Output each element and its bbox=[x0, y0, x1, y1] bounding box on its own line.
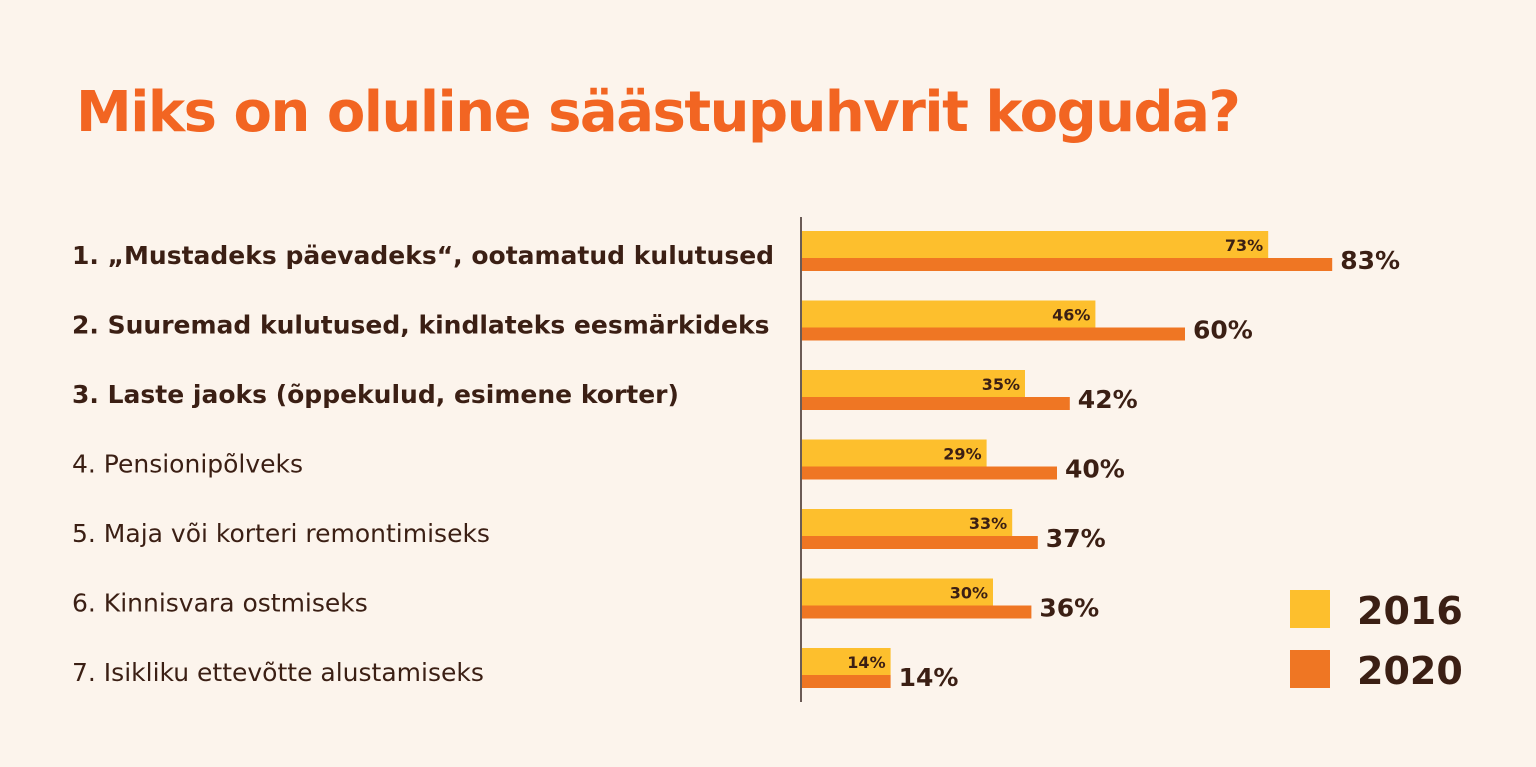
bar-2020 bbox=[801, 675, 891, 688]
bar-2020 bbox=[801, 397, 1070, 410]
bar-2020 bbox=[801, 327, 1185, 341]
value-label-2016: 14% bbox=[847, 653, 885, 672]
category-label: 5. Maja või korteri remontimiseks bbox=[72, 519, 490, 548]
value-label-2020: 14% bbox=[899, 663, 959, 692]
bar-2020 bbox=[801, 536, 1038, 549]
value-label-2020: 37% bbox=[1046, 524, 1106, 553]
legend-label-2020: 2020 bbox=[1357, 649, 1463, 693]
bar-2016 bbox=[801, 648, 891, 675]
bar-2016 bbox=[801, 231, 1269, 258]
value-label-2020: 60% bbox=[1193, 316, 1253, 345]
bar-2016 bbox=[801, 300, 1096, 328]
bar-2016 bbox=[801, 370, 1025, 397]
value-label-2020: 42% bbox=[1078, 385, 1138, 414]
value-label-2016: 33% bbox=[969, 514, 1007, 533]
chart-title: Miks on oluline säästupuhvrit koguda? bbox=[76, 80, 1241, 145]
bar-2016 bbox=[801, 509, 1013, 536]
value-label-2016: 73% bbox=[1225, 236, 1263, 255]
category-label: 7. Isikliku ettevõtte alustamiseks bbox=[72, 658, 484, 687]
value-label-2016: 35% bbox=[982, 375, 1020, 394]
value-label-2016: 30% bbox=[950, 584, 988, 603]
category-label: 2. Suuremad kulutused, kindlateks eesmär… bbox=[72, 311, 770, 340]
value-label-2016: 29% bbox=[943, 445, 981, 464]
value-label-2020: 36% bbox=[1039, 594, 1099, 623]
legend-swatch-2020 bbox=[1290, 650, 1330, 688]
bar-2020 bbox=[801, 258, 1333, 271]
legend-label-2016: 2016 bbox=[1357, 589, 1463, 633]
bar-2020 bbox=[801, 605, 1032, 619]
category-label: 1. „Mustadeks päevadeks“, ootamatud kulu… bbox=[72, 241, 774, 270]
value-label-2020: 40% bbox=[1065, 455, 1125, 484]
legend-swatch-2016 bbox=[1290, 590, 1330, 628]
value-label-2020: 83% bbox=[1340, 246, 1400, 275]
bar-2020 bbox=[801, 466, 1057, 480]
category-label: 4. Pensionipõlveks bbox=[72, 450, 303, 479]
category-label: 6. Kinnisvara ostmiseks bbox=[72, 589, 368, 618]
value-label-2016: 46% bbox=[1052, 306, 1090, 325]
bar-2016 bbox=[801, 578, 993, 606]
bar-2016 bbox=[801, 439, 987, 467]
category-label: 3. Laste jaoks (õppekulud, esimene korte… bbox=[72, 380, 679, 409]
